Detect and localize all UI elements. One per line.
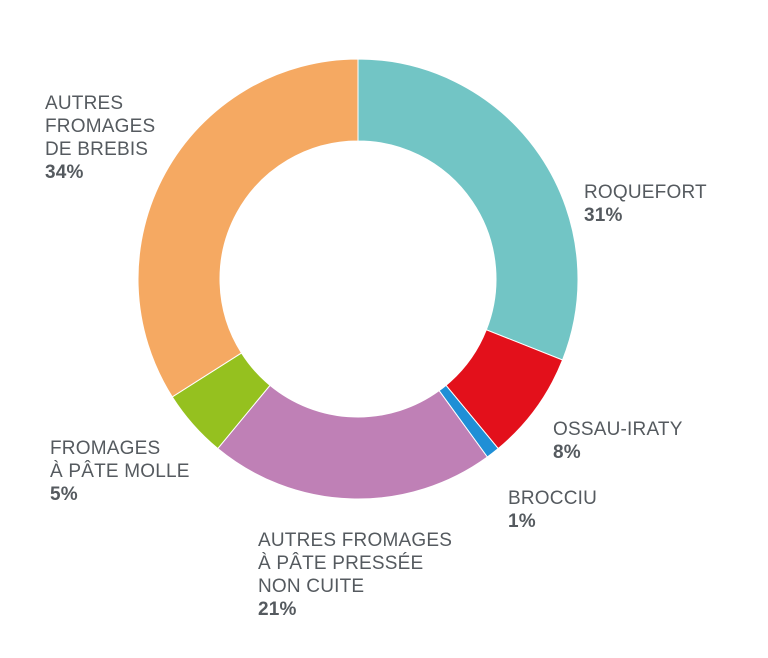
label-brocciu: BROCCIU 1% [508,487,597,533]
slice-5 [137,58,359,398]
slice-label: ROQUEFORT [584,182,707,203]
slice-value: 1% [508,511,536,532]
label-autres-pate-pressee: AUTRES FROMAGES À PÂTE PRESSÉE NON CUITE… [258,529,452,621]
slice-value: 21% [258,599,297,620]
slice-label: BROCCIU [508,488,598,509]
label-roquefort: ROQUEFORT 31% [584,181,707,227]
slice-label: FROMAGES À PÂTE MOLLE [50,438,190,482]
slice-label: AUTRES FROMAGES À PÂTE PRESSÉE NON CUITE [258,530,453,597]
label-fromages-pate-molle: FROMAGES À PÂTE MOLLE 5% [50,437,190,506]
slice-3 [217,384,489,500]
slice-value: 5% [50,484,78,505]
slice-label: AUTRES FROMAGES DE BREBIS [45,93,156,160]
label-ossau-iraty: OSSAU-IRATY 8% [553,418,683,464]
donut-slices [137,58,579,500]
slice-value: 8% [553,442,581,463]
slice-value: 31% [584,205,623,226]
slice-label: OSSAU-IRATY [553,419,683,440]
label-autres-brebis: AUTRES FROMAGES DE BREBIS 34% [45,92,155,184]
slice-value: 34% [45,162,84,183]
slice-0 [357,58,579,361]
